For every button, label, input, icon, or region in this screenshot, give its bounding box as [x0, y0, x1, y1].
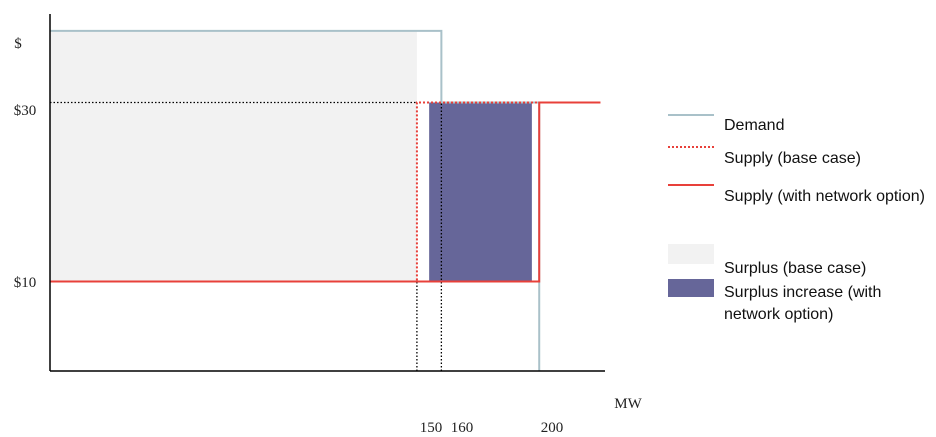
legend-swatch-supply-base-case: [668, 146, 714, 148]
x-tick-160: 160: [451, 420, 474, 436]
legend-label-supply-with-network-option: Supply (with network option): [724, 188, 925, 205]
legend-label-surplus-increase: Surplus increase (with network option): [724, 284, 882, 323]
y-axis-label: $: [14, 36, 22, 52]
supply-base-case-line: [50, 101, 601, 283]
surplus-increase-area: [429, 102, 532, 282]
legend-swatch-surplus-base-case: [668, 244, 714, 264]
y-tick-10: $10: [14, 275, 37, 291]
legend-label-supply-base-case: Supply (base case): [724, 150, 861, 167]
x-tick-150: 150: [420, 420, 443, 436]
legend-label-surplus-base-case: Surplus (base case): [724, 260, 867, 277]
legend-swatch-demand: [668, 114, 714, 116]
legend-swatch-supply-with-network-option: [668, 184, 714, 186]
x-axis-label: MW: [614, 396, 642, 412]
x-tick-200: 200: [541, 420, 564, 436]
y-tick-30: $30: [14, 103, 37, 119]
supply-with-network-option-line: [50, 101, 601, 283]
legend-label-demand: Demand: [724, 117, 785, 134]
legend-swatch-surplus-increase: [668, 279, 714, 297]
surplus-base-case-area: [50, 30, 417, 282]
